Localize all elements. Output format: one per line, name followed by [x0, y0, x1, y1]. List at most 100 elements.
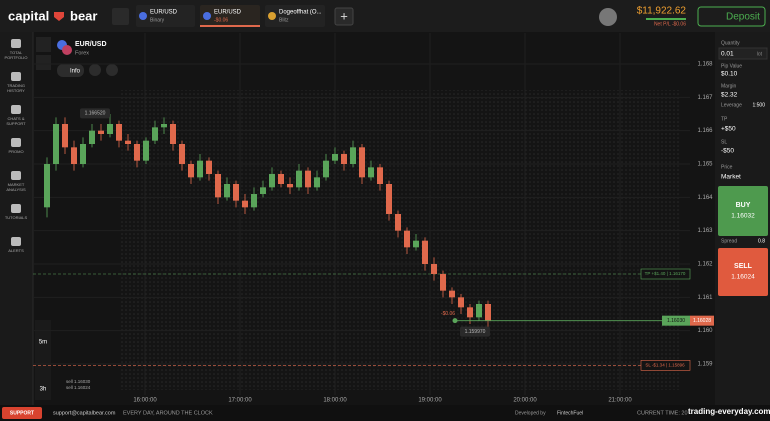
candle-body [422, 240, 428, 264]
spread-value: 0.8 [758, 238, 765, 244]
candle-body [53, 124, 59, 164]
balance-bar [646, 18, 686, 20]
sl-value: -$50 [721, 148, 734, 155]
low-label: 1.159970 [465, 329, 486, 335]
y-tick-label: 1.166 [697, 128, 713, 134]
entry-point [452, 318, 458, 324]
tab-sub: Blitz [279, 17, 289, 23]
sidebar-icon[interactable] [11, 39, 21, 48]
candle-body [152, 127, 158, 141]
candle-body [476, 304, 482, 318]
y-tick-label: 1.159 [697, 362, 713, 368]
candle-body [296, 170, 302, 188]
panel-label: Margin [721, 83, 737, 89]
candle-body [386, 184, 392, 214]
tab-icon [268, 12, 276, 20]
tp-value: +$50 [721, 126, 736, 133]
developed-by: Developed by [515, 410, 546, 416]
deposit-button[interactable] [697, 6, 766, 27]
close-tool[interactable] [36, 37, 51, 52]
candle-body [215, 174, 221, 198]
candle-body [116, 124, 122, 141]
add-tab-button[interactable] [334, 7, 354, 26]
x-tick-label: 20:00:00 [513, 398, 537, 404]
alert-button[interactable] [89, 64, 101, 76]
position-pl: -$0.06 [441, 311, 455, 317]
sell-button[interactable] [718, 248, 768, 296]
candle-body [242, 200, 248, 208]
candle-body [80, 144, 86, 164]
candle-body [224, 184, 230, 198]
asset-tab[interactable] [200, 5, 260, 27]
price-value: Market [721, 174, 741, 181]
avatar[interactable] [599, 8, 617, 26]
support-button[interactable] [2, 407, 42, 419]
candle-body [71, 147, 77, 164]
candle-body [305, 170, 311, 188]
world-map [120, 90, 680, 390]
logo-text: bear [70, 8, 97, 23]
low-tag [460, 326, 490, 337]
sidebar [0, 32, 33, 405]
info-button[interactable] [57, 64, 84, 77]
sidebar-label: MARKET [8, 182, 25, 187]
panel-label: Leverage [721, 102, 742, 108]
bid-tag [690, 315, 714, 326]
candle-body [233, 184, 239, 201]
sidebar-icon[interactable] [11, 204, 21, 213]
panel-label: SL [721, 139, 727, 145]
tab-icon [203, 12, 211, 20]
quantity-input[interactable] [718, 47, 768, 60]
chart-tools [35, 320, 51, 400]
plus-icon: + [340, 8, 348, 23]
candle-body [341, 154, 347, 164]
candle-body [377, 167, 383, 184]
sidebar-icon[interactable] [11, 105, 21, 114]
asset-market: Forex [75, 50, 89, 56]
tab-name: Dogeoffhat (O... [279, 10, 322, 16]
range: 3h [40, 387, 47, 393]
y-tick-label: 1.161 [697, 295, 713, 301]
sidebar-label: TUTORIALS [5, 215, 28, 220]
current-tag [662, 315, 690, 326]
panel-label: TP [721, 116, 728, 122]
sidebar-icon[interactable] [11, 138, 21, 147]
buy-button[interactable] [718, 186, 768, 236]
order-line: sell 1.16024 [66, 385, 91, 390]
level-label: SL -$1.34 | 1.15896 [645, 363, 685, 368]
asset-tab[interactable] [136, 5, 195, 27]
sidebar-icon[interactable] [11, 237, 21, 246]
y-tick-label: 1.168 [697, 62, 713, 68]
candle-body [197, 160, 203, 178]
candle-body [404, 230, 410, 248]
apps-button[interactable] [112, 8, 129, 25]
candle-body [350, 147, 356, 164]
sidebar-label: HISTORY [7, 88, 25, 93]
x-tick-label: 21:00:00 [608, 398, 632, 404]
candle-body [314, 177, 320, 188]
logo-text: capital [8, 8, 49, 23]
high-label: 1.166520 [85, 111, 106, 117]
candle-body [359, 147, 365, 178]
y-tick-label: 1.167 [697, 95, 713, 101]
candle-body [413, 240, 419, 248]
candle-body [125, 140, 131, 144]
info-label: Info [70, 69, 81, 75]
sidebar-icon[interactable] [11, 72, 21, 81]
interval: 5m [39, 340, 47, 346]
candle-body [206, 160, 212, 174]
tab-icon [139, 12, 147, 20]
level-label: TP +$1.40 | 1.16170 [645, 271, 686, 276]
net-pl: Net P/L -$0.06 [654, 21, 686, 27]
sell-price: 1.16024 [731, 274, 755, 281]
panel-label: Pip Value [721, 63, 742, 69]
support-email: support@capitalbear.com [53, 410, 116, 416]
balance: $11,922.62 [637, 6, 687, 17]
draw-tool[interactable] [36, 55, 51, 70]
tab-sub: Binary [150, 17, 165, 23]
asset-tab[interactable] [265, 5, 325, 27]
y-tick-label: 1.165 [697, 162, 713, 168]
sidebar-icon[interactable] [11, 171, 21, 180]
candle-body [458, 297, 464, 308]
favorite-button[interactable] [106, 64, 118, 76]
